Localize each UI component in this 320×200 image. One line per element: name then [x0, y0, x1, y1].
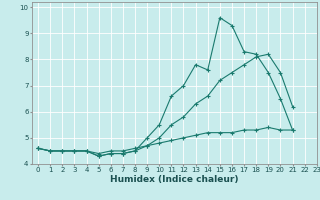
X-axis label: Humidex (Indice chaleur): Humidex (Indice chaleur) — [110, 175, 239, 184]
